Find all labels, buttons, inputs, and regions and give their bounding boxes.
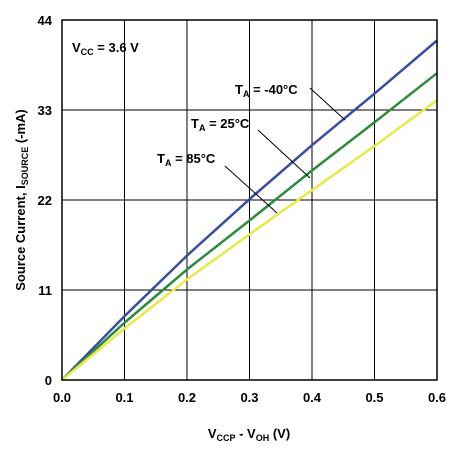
y-tick-label: 0 [45, 373, 52, 388]
y-tick-label: 11 [38, 283, 52, 298]
plot-frame [61, 19, 438, 381]
series-layer [61, 39, 438, 381]
x-tick-label: 0.0 [53, 390, 71, 405]
leader-line-minus40 [309, 87, 346, 121]
x-tick-label: 0.2 [178, 390, 196, 405]
x-tick-label: 0.6 [428, 390, 446, 405]
x-axis-label: VCCP - VOH (V) [208, 426, 290, 443]
x-tick-label: 0.4 [303, 390, 322, 405]
series-line-0 [61, 39, 438, 381]
series-line-1 [61, 72, 438, 381]
x-tick-label: 0.3 [240, 390, 258, 405]
x-tick-label: 0.1 [115, 390, 133, 405]
y-tick-label: 33 [38, 103, 52, 118]
leader-line-85 [224, 165, 278, 214]
y-tick-label: 44 [38, 13, 53, 28]
leader-line-25 [257, 129, 311, 179]
tick-labels: 0.0 0.1 0.2 0.3 0.4 0.5 0.6 0 11 22 33 44 [38, 13, 447, 405]
y-axis-label: Source Current, ISOURCE (-mA) [13, 109, 30, 291]
y-tick-label: 22 [38, 193, 52, 208]
series-label-25: TA = 25°C [191, 116, 250, 133]
condition-label: VCC = 3.6 V [72, 40, 139, 57]
series-label-85: TA = 85°C [157, 151, 216, 168]
series-labels: TA = -40°C TA = 25°C TA = 85°C [157, 82, 346, 214]
series-label-minus40: TA = -40°C [235, 82, 298, 99]
x-tick-label: 0.5 [365, 390, 383, 405]
series-line-2 [61, 99, 438, 381]
